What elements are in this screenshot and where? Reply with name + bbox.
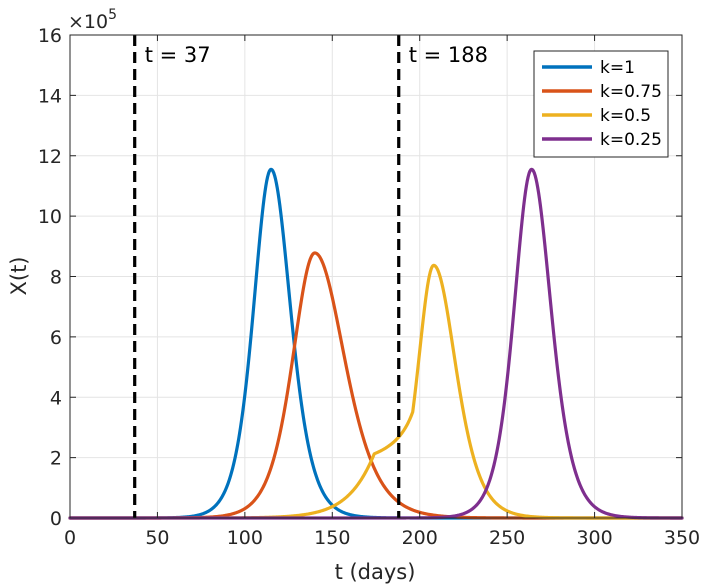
y-tick-label: 12 bbox=[38, 146, 62, 168]
x-tick-label: 50 bbox=[145, 527, 169, 549]
x-tick-label: 0 bbox=[64, 527, 76, 549]
y-scale-exponent: ×105 bbox=[68, 7, 117, 33]
vertical-marker-label: t = 37 bbox=[145, 43, 211, 67]
vertical-marker-label: t = 188 bbox=[409, 43, 488, 67]
y-tick-label: 0 bbox=[50, 508, 62, 530]
y-tick-label: 10 bbox=[38, 206, 62, 228]
y-tick-label: 6 bbox=[50, 327, 62, 349]
y-tick-label: 16 bbox=[38, 25, 62, 47]
y-tick-label: 2 bbox=[50, 448, 62, 470]
x-tick-label: 150 bbox=[314, 527, 350, 549]
y-scale-exp: 5 bbox=[108, 7, 117, 23]
svg-text:×105: ×105 bbox=[68, 7, 117, 33]
y-tick-label: 8 bbox=[50, 267, 62, 289]
x-tick-label: 100 bbox=[227, 527, 263, 549]
vertical-markers: t = 37 t = 188 bbox=[133, 35, 488, 518]
y-scale-times: × bbox=[68, 11, 84, 33]
x-tick-label: 250 bbox=[489, 527, 525, 549]
x-tick-label: 350 bbox=[664, 527, 700, 549]
axis-ticks: 0 50 100 150 200 250 300 350 0 2 4 6 8 10 12 14 16 bbox=[38, 25, 700, 549]
y-axis-title: X(t) bbox=[7, 256, 31, 295]
y-tick-label: 14 bbox=[38, 85, 62, 107]
y-tick-label: 4 bbox=[50, 387, 62, 409]
legend-label-k=1: k=1 bbox=[600, 58, 635, 78]
legend-label-k=0.5: k=0.5 bbox=[600, 106, 651, 126]
x-tick-label: 200 bbox=[402, 527, 438, 549]
legend-label-k=0.75: k=0.75 bbox=[600, 82, 662, 102]
x-tick-label: 300 bbox=[576, 527, 612, 549]
legend: k=1 k=0.75 k=0.5 k=0.25 bbox=[533, 50, 669, 158]
legend-label-k=0.25: k=0.25 bbox=[600, 130, 662, 150]
x-axis-title: t (days) bbox=[335, 560, 416, 584]
y-scale-base: 10 bbox=[84, 11, 108, 33]
